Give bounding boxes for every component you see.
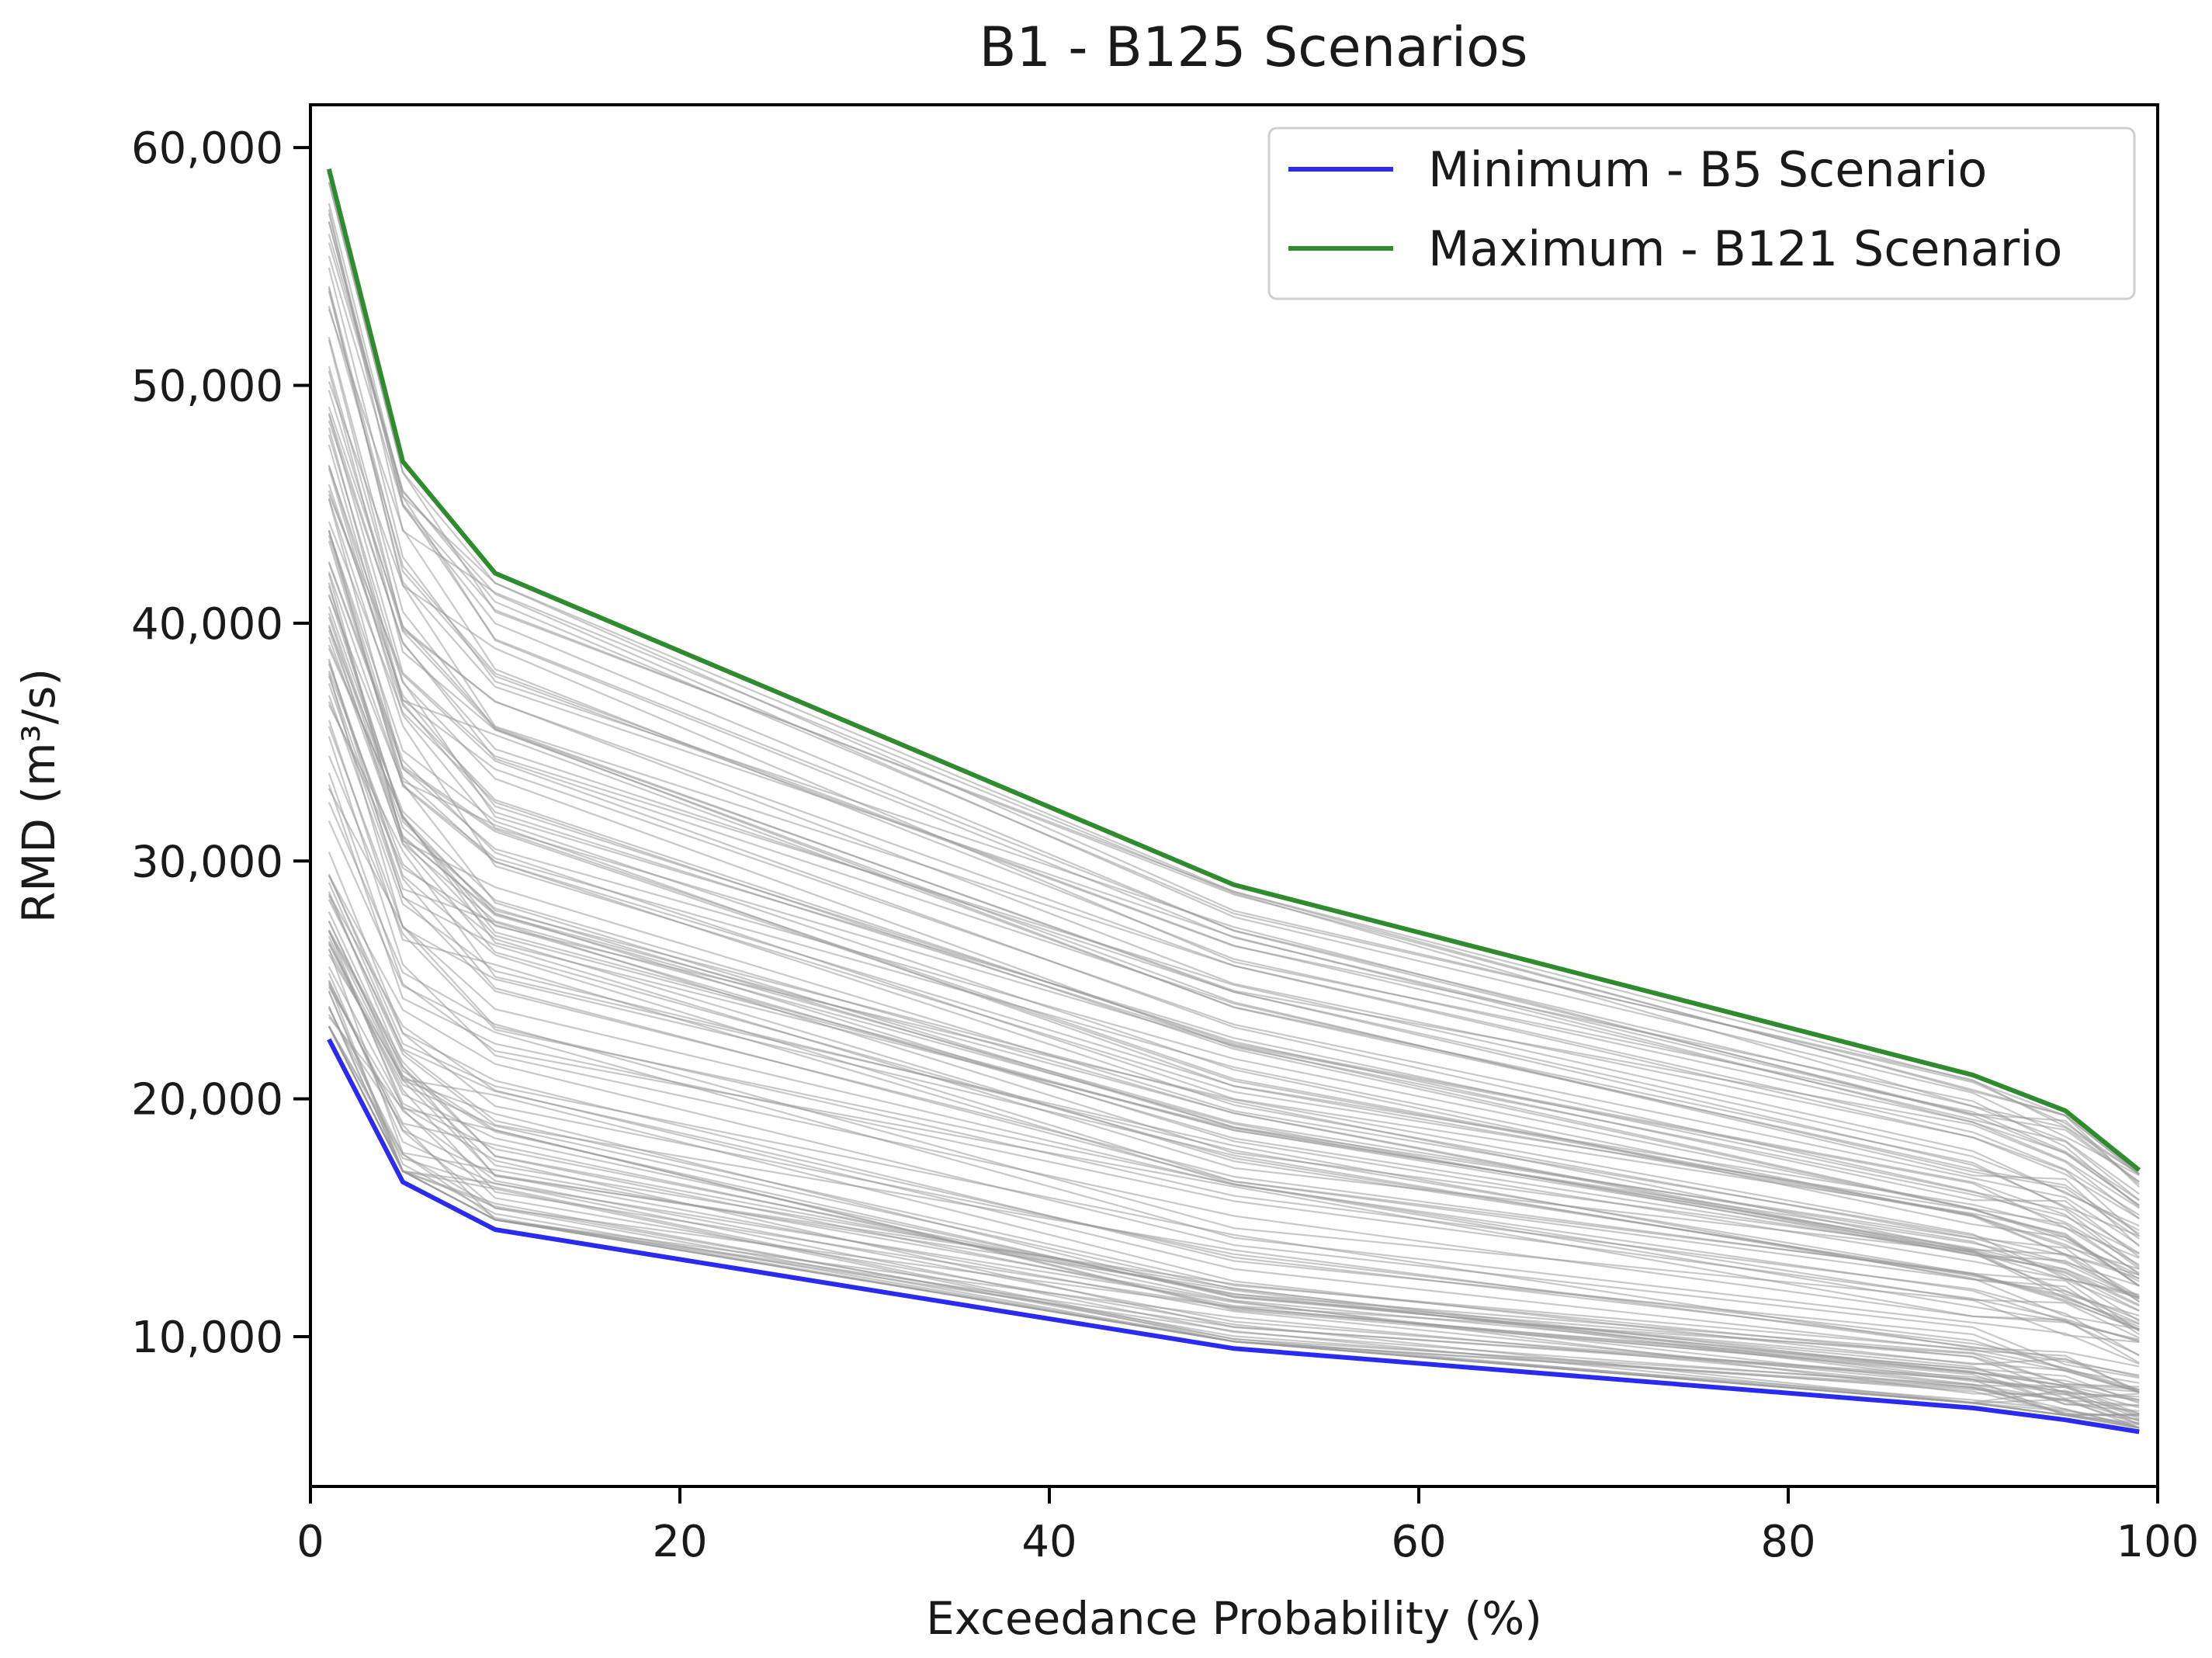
maximum-series-line (326, 168, 2141, 1172)
scenario-line (328, 494, 2140, 1266)
chart-title: B1 - B125 Scenarios (979, 16, 1528, 79)
x-axis-title: Exceedance Probability (%) (926, 1592, 1542, 1645)
x-axis: 0 20 40 60 80 100 (296, 1486, 2199, 1567)
scenario-line (328, 648, 2140, 1300)
scenario-line (328, 695, 2140, 1332)
x-tick-label: 20 (652, 1517, 707, 1567)
y-axis: 10,000 20,000 30,000 40,000 50,000 60,000 (131, 123, 310, 1363)
scenario-line (328, 788, 2140, 1342)
legend-box (1267, 127, 2136, 300)
scenario-line (328, 893, 2140, 1394)
scenario-line (328, 820, 2140, 1365)
scenario-line (328, 802, 2140, 1344)
scenario-line (328, 540, 2140, 1270)
scenario-line (328, 498, 2140, 1287)
highlighted-series-lines (326, 168, 2141, 1434)
scenario-line (328, 949, 2140, 1393)
scenario-line (328, 370, 2140, 1247)
scenario-line (328, 531, 2140, 1287)
scenario-line (328, 242, 2140, 1177)
scenario-line (328, 255, 2140, 1185)
scenario-line (328, 339, 2140, 1237)
scenario-line (328, 1025, 2140, 1424)
scenario-line (328, 875, 2140, 1379)
scenario-line (328, 444, 2140, 1259)
x-tick-label: 100 (2117, 1517, 2200, 1567)
scenario-line (328, 966, 2140, 1426)
scenario-line (328, 980, 2140, 1412)
scenario-line (328, 658, 2140, 1326)
x-tick-label: 40 (1021, 1517, 1077, 1567)
x-tick-label: 80 (1760, 1517, 1815, 1567)
scenario-line (328, 1016, 2140, 1420)
scenario-line (328, 535, 2140, 1303)
y-axis-title: RMD (m³/s) (12, 668, 65, 923)
scenario-line (328, 670, 2140, 1330)
scenario-line (328, 414, 2140, 1227)
scenario-line (328, 624, 2140, 1328)
y-tick-label: 40,000 (131, 599, 283, 650)
scenario-line (328, 466, 2140, 1255)
scenario-line (328, 935, 2140, 1401)
scenario-line (328, 630, 2140, 1296)
scenario-line (328, 306, 2140, 1201)
scenario-line (328, 644, 2140, 1307)
y-tick-label: 10,000 (131, 1313, 283, 1363)
scenario-line (328, 381, 2140, 1219)
scenario-line (328, 571, 2140, 1279)
scenario-line (328, 267, 2140, 1206)
scenario-line (328, 234, 2140, 1175)
scenario-line (328, 182, 2140, 1188)
scenario-line (328, 673, 2140, 1330)
scenario-line (328, 873, 2140, 1368)
scenario-line (328, 490, 2140, 1258)
scenario-line (328, 209, 2140, 1183)
y-tick-label: 20,000 (131, 1075, 283, 1126)
scenario-line (328, 203, 2140, 1175)
y-tick-label: 60,000 (131, 123, 283, 174)
scenario-line (328, 675, 2140, 1316)
scenario-line (328, 182, 2140, 1175)
scenario-line (328, 420, 2140, 1240)
scenario-line (328, 931, 2140, 1409)
scenario-line (328, 895, 2140, 1376)
scenario-line (328, 308, 2140, 1209)
x-tick-label: 0 (296, 1517, 324, 1567)
scenario-line (328, 784, 2140, 1343)
scenario-line (328, 704, 2140, 1325)
scenario-line (328, 931, 2140, 1398)
scenario-line (328, 663, 2140, 1336)
legend-label-minimum: Minimum - B5 Scenario (1428, 141, 1987, 198)
scenario-line (328, 498, 2140, 1276)
minimum-series-line (327, 1038, 2140, 1434)
legend: Minimum - B5 Scenario Maximum - B121 Sce… (1267, 127, 2136, 300)
scenario-line (328, 521, 2140, 1280)
scenario-line (328, 484, 2140, 1270)
scenario-line (328, 434, 2140, 1268)
scenario-line (328, 406, 2140, 1232)
x-tick-label: 60 (1391, 1517, 1446, 1567)
background-scenario-lines (328, 182, 2140, 1429)
legend-label-maximum: Maximum - B121 Scenario (1428, 220, 2062, 277)
y-tick-label: 50,000 (131, 362, 283, 412)
scenario-line (328, 585, 2140, 1312)
y-tick-label: 30,000 (131, 837, 283, 887)
scenario-line (328, 221, 2140, 1183)
scenario-line (328, 882, 2140, 1391)
scenario-line (328, 911, 2140, 1404)
plot-area-frame (309, 103, 2159, 1488)
scenario-line (328, 427, 2140, 1254)
scenario-line (328, 337, 2140, 1219)
